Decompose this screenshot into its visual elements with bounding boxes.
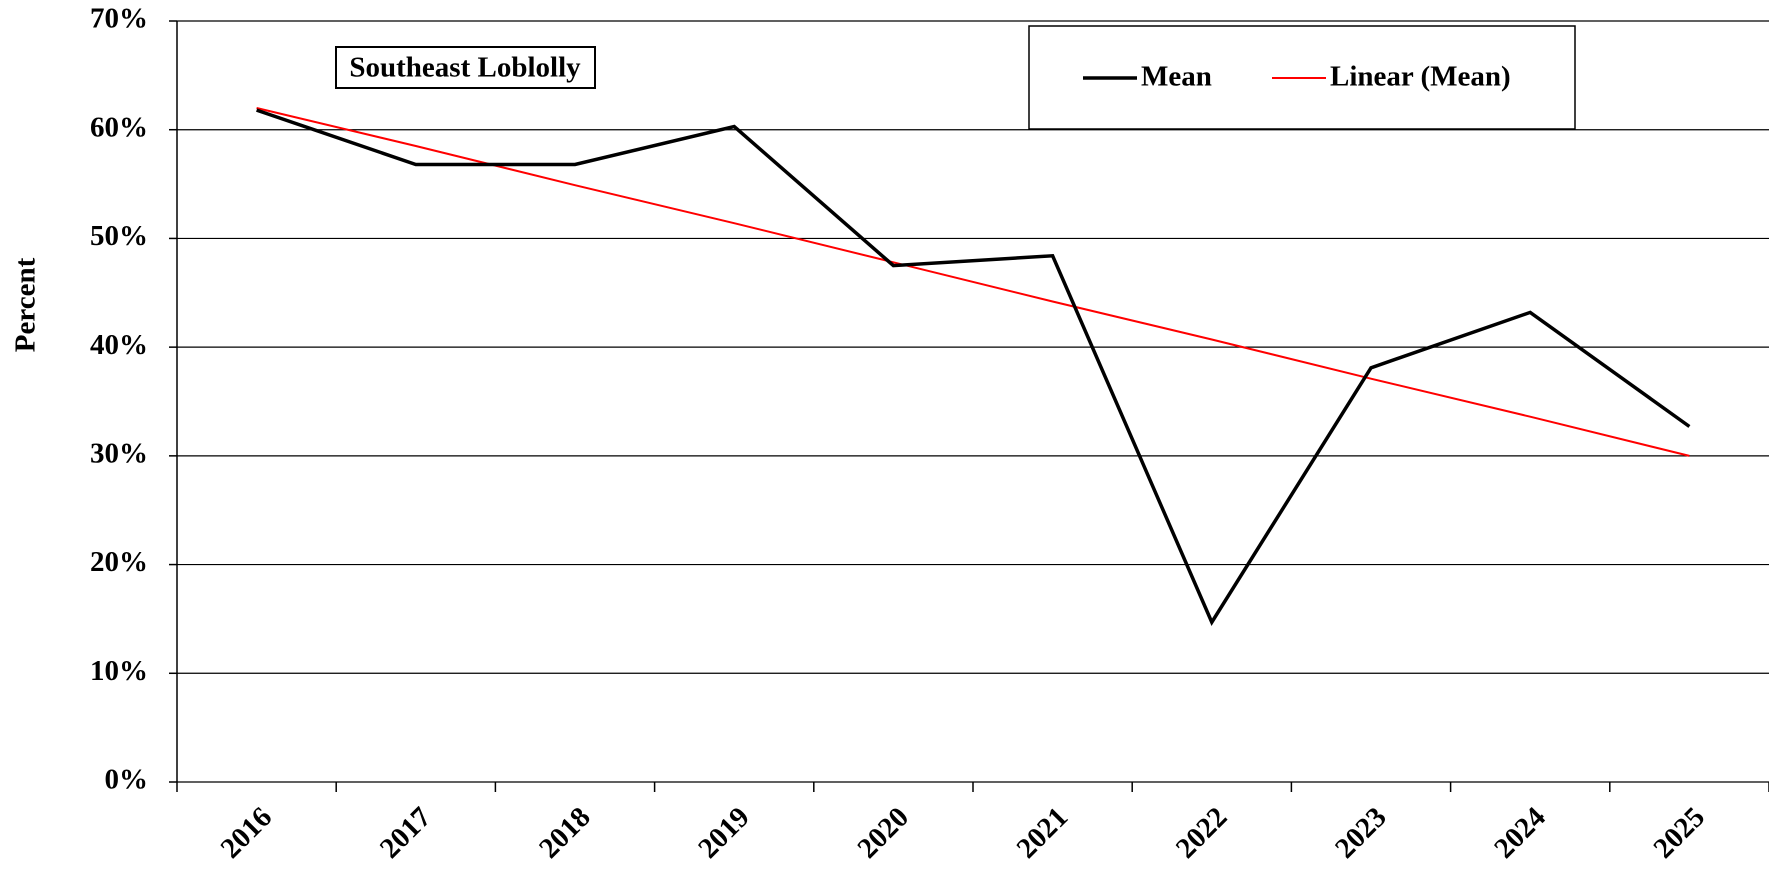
x-tick-label: 2022: [1170, 801, 1234, 865]
x-tick-label: 2021: [1011, 801, 1075, 865]
y-tick-label: 60%: [90, 111, 148, 143]
y-axis-label: Percent: [10, 257, 42, 352]
x-tick-label: 2024: [1488, 801, 1552, 865]
series-line: [256, 107, 1690, 457]
grid: [177, 20, 1769, 783]
annotation-box: [335, 46, 596, 89]
x-tick-label: 2020: [851, 801, 915, 865]
x-tick-label: 2016: [215, 801, 279, 865]
y-tick-label: 50%: [90, 220, 148, 252]
y-tick-label: 30%: [90, 438, 148, 470]
series-line: [256, 108, 1691, 626]
y-tick-label: 20%: [90, 546, 148, 578]
x-tick-label: 2025: [1647, 801, 1711, 865]
x-tick-label: 2018: [533, 801, 597, 865]
legend-label: Mean: [1141, 61, 1212, 93]
y-tick-label: 10%: [90, 655, 148, 687]
annotation: Southeast Loblolly: [349, 52, 581, 84]
x-tick-label: 2017: [374, 801, 438, 865]
x-tick-label: 2023: [1329, 801, 1393, 865]
y-tick-label: 70%: [90, 3, 148, 35]
y-tick-label: 40%: [90, 329, 148, 361]
legend-label: Linear (Mean): [1330, 61, 1511, 93]
y-tick-label: 0%: [105, 764, 149, 796]
x-tick-label: 2019: [692, 801, 756, 865]
